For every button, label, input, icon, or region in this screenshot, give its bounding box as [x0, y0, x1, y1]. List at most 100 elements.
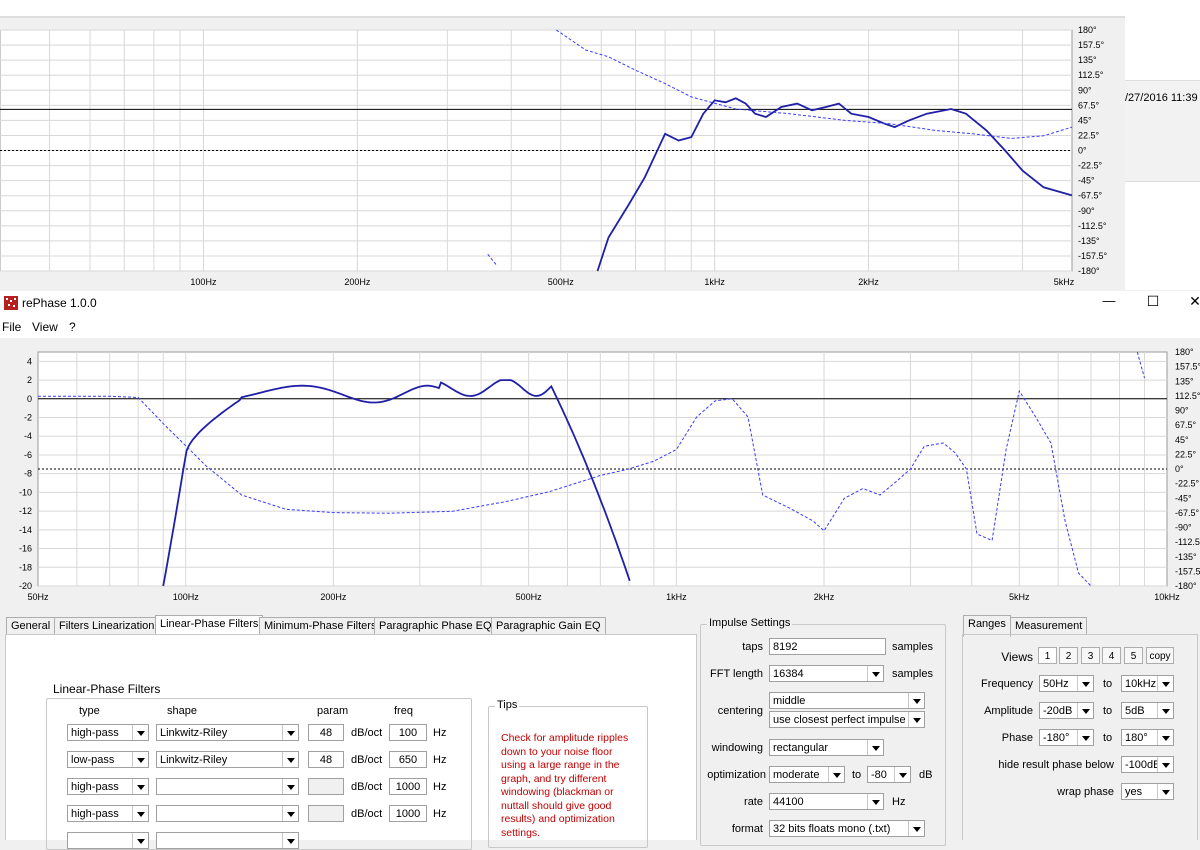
filter-type-select[interactable] [67, 832, 149, 849]
frequency-tick-label: 1kHz [704, 277, 725, 287]
phase-tick-label: 157.5° [1175, 362, 1200, 372]
filter-freq-input[interactable]: 650 [389, 751, 427, 768]
tab-measurement[interactable]: Measurement [1010, 617, 1088, 635]
phase-tick-label: -180° [1078, 266, 1100, 276]
amplitude-from-select[interactable]: -20dB [1039, 702, 1094, 719]
tab-paragraphic-phase-eq[interactable]: Paragraphic Phase EQ [374, 617, 497, 635]
filter-shape-select[interactable] [156, 805, 299, 822]
view-4-button[interactable]: 4 [1102, 647, 1121, 664]
rate-select[interactable]: 44100 [769, 793, 884, 810]
filter-freq-input[interactable]: 1000 [389, 805, 427, 822]
view-3-button[interactable]: 3 [1081, 647, 1100, 664]
background-graph: 180° 157.5° 135° 112.5° 90° 67.5° 45° 22.5° 0° -2… [0, 0, 1125, 287]
optimization-unit: dB [919, 769, 933, 781]
view-1-button[interactable]: 1 [1038, 647, 1057, 664]
chevron-down-icon [894, 767, 910, 782]
filter-param-input[interactable]: 48 [308, 724, 344, 741]
optimization-select[interactable]: moderate [769, 766, 845, 783]
taps-label: taps [742, 641, 763, 653]
tab-linear-phase-filters[interactable]: Linear-Phase Filters [155, 615, 264, 637]
phase-curve [38, 389, 1092, 587]
filter-type-select[interactable]: low-pass [67, 751, 149, 768]
menu-view[interactable]: View [32, 320, 58, 334]
filter-freq-input[interactable]: 100 [389, 724, 427, 741]
close-button[interactable]: ✕ [1189, 293, 1200, 309]
main-graph[interactable]: 4 2 0 -2 -4 -6 -8 -10 -12 -14 -16 -18 -20 180° 157.5° 1… [0, 338, 1200, 606]
phase-to-select[interactable]: 180° [1121, 729, 1174, 746]
view-5-button[interactable]: 5 [1124, 647, 1143, 664]
phase-tick-label: 0° [1078, 146, 1087, 156]
centering-mode-select[interactable]: use closest perfect impulse [769, 711, 925, 728]
amplitude-tick-label: 2 [27, 375, 32, 385]
filter-shape-select[interactable]: Linkwitz-Riley [156, 751, 299, 768]
tab-ranges[interactable]: Ranges [963, 615, 1011, 637]
format-select[interactable]: 32 bits floats mono (.txt) [769, 820, 925, 837]
phase-label: Phase [1001, 732, 1033, 744]
copy-view-button[interactable]: copy [1146, 647, 1174, 664]
menu-file[interactable]: File [2, 320, 22, 334]
wrap-phase-select[interactable]: yes [1121, 783, 1174, 800]
frequency-tick-label: 1kHz [666, 592, 687, 602]
chevron-down-icon [282, 752, 298, 767]
view-2-button[interactable]: 2 [1059, 647, 1078, 664]
frequency-tick-label: 5kHz [1054, 277, 1075, 287]
amplitude-tick-label: -6 [24, 450, 32, 460]
phase-curve-wrap [1136, 351, 1145, 379]
taps-input[interactable]: 8192 [769, 638, 886, 655]
filter-param-unit: dB/oct [351, 808, 383, 820]
frequency-tick-label: 50Hz [27, 592, 49, 602]
col-param: param [317, 705, 349, 717]
optimization-db-select[interactable]: -80 [867, 766, 911, 783]
menu-help[interactable]: ? [69, 320, 76, 334]
col-type: type [79, 705, 100, 717]
windowing-select[interactable]: rectangular [769, 739, 884, 756]
centering-select[interactable]: middle [769, 692, 925, 709]
tab-filters-linearization[interactable]: Filters Linearization [54, 617, 160, 635]
filter-param-unit: dB/oct [351, 754, 383, 766]
ranges-tabs: Ranges Measurement [963, 615, 1193, 637]
chevron-down-icon [282, 725, 298, 740]
phase-tick-label: -22.5° [1078, 161, 1103, 171]
filter-type-select[interactable]: high-pass [67, 805, 149, 822]
filter-param-input[interactable]: 48 [308, 751, 344, 768]
chevron-down-icon [1157, 757, 1173, 772]
tab-paragraphic-gain-eq[interactable]: Paragraphic Gain EQ [491, 617, 606, 635]
phase-from-select[interactable]: -180° [1039, 729, 1094, 746]
phase-tick-label: -67.5° [1078, 191, 1103, 201]
filter-shape-select[interactable] [156, 832, 299, 849]
amplitude-to-select[interactable]: 5dB [1121, 702, 1174, 719]
filter-type-select[interactable]: high-pass [67, 724, 149, 741]
filter-param-input[interactable] [308, 778, 344, 795]
fft-length-select[interactable]: 16384 [769, 665, 884, 682]
phase-tick-label: -135° [1078, 236, 1100, 246]
filter-type-select[interactable]: high-pass [67, 778, 149, 795]
filter-shape-select[interactable]: Linkwitz-Riley [156, 724, 299, 741]
ranges-panel: Views 1 2 3 4 5 copy Frequency 50Hz to 1… [962, 634, 1198, 840]
maximize-button[interactable]: ☐ [1146, 293, 1160, 309]
amplitude-label: Amplitude [984, 705, 1033, 717]
linear-phase-panel: Linear-Phase Filters type shape param fr… [5, 634, 697, 850]
phase-curve-wrap [487, 253, 498, 266]
chevron-down-icon [282, 806, 298, 821]
chevron-down-icon [1077, 703, 1093, 718]
phase-tick-label: -157.5° [1078, 251, 1108, 261]
taps-unit: samples [892, 641, 933, 653]
hide-phase-select[interactable]: -100dB [1121, 756, 1174, 773]
frequency-to-select[interactable]: 10kHz [1121, 675, 1174, 692]
amplitude-tick-label: 4 [27, 356, 32, 366]
minimize-button[interactable]: — [1102, 293, 1116, 308]
panel-heading: Linear-Phase Filters [53, 682, 161, 696]
filter-param-input[interactable] [308, 805, 344, 822]
tab-minimum-phase-filters[interactable]: Minimum-Phase Filters [259, 617, 382, 635]
filters-group [46, 698, 472, 850]
frequency-from-select[interactable]: 50Hz [1039, 675, 1094, 692]
tab-general[interactable]: General [6, 617, 56, 635]
title-bar: rePhase 1.0.0 — ☐ ✕ [0, 291, 1200, 317]
chevron-down-icon [828, 767, 844, 782]
frequency-tick-label: 10kHz [1154, 592, 1180, 602]
filter-shape-select[interactable] [156, 778, 299, 795]
frequency-tick-label: 200Hz [344, 277, 371, 287]
filter-freq-input[interactable]: 1000 [389, 778, 427, 795]
chevron-down-icon [132, 779, 148, 794]
response-curve [596, 97, 1073, 272]
